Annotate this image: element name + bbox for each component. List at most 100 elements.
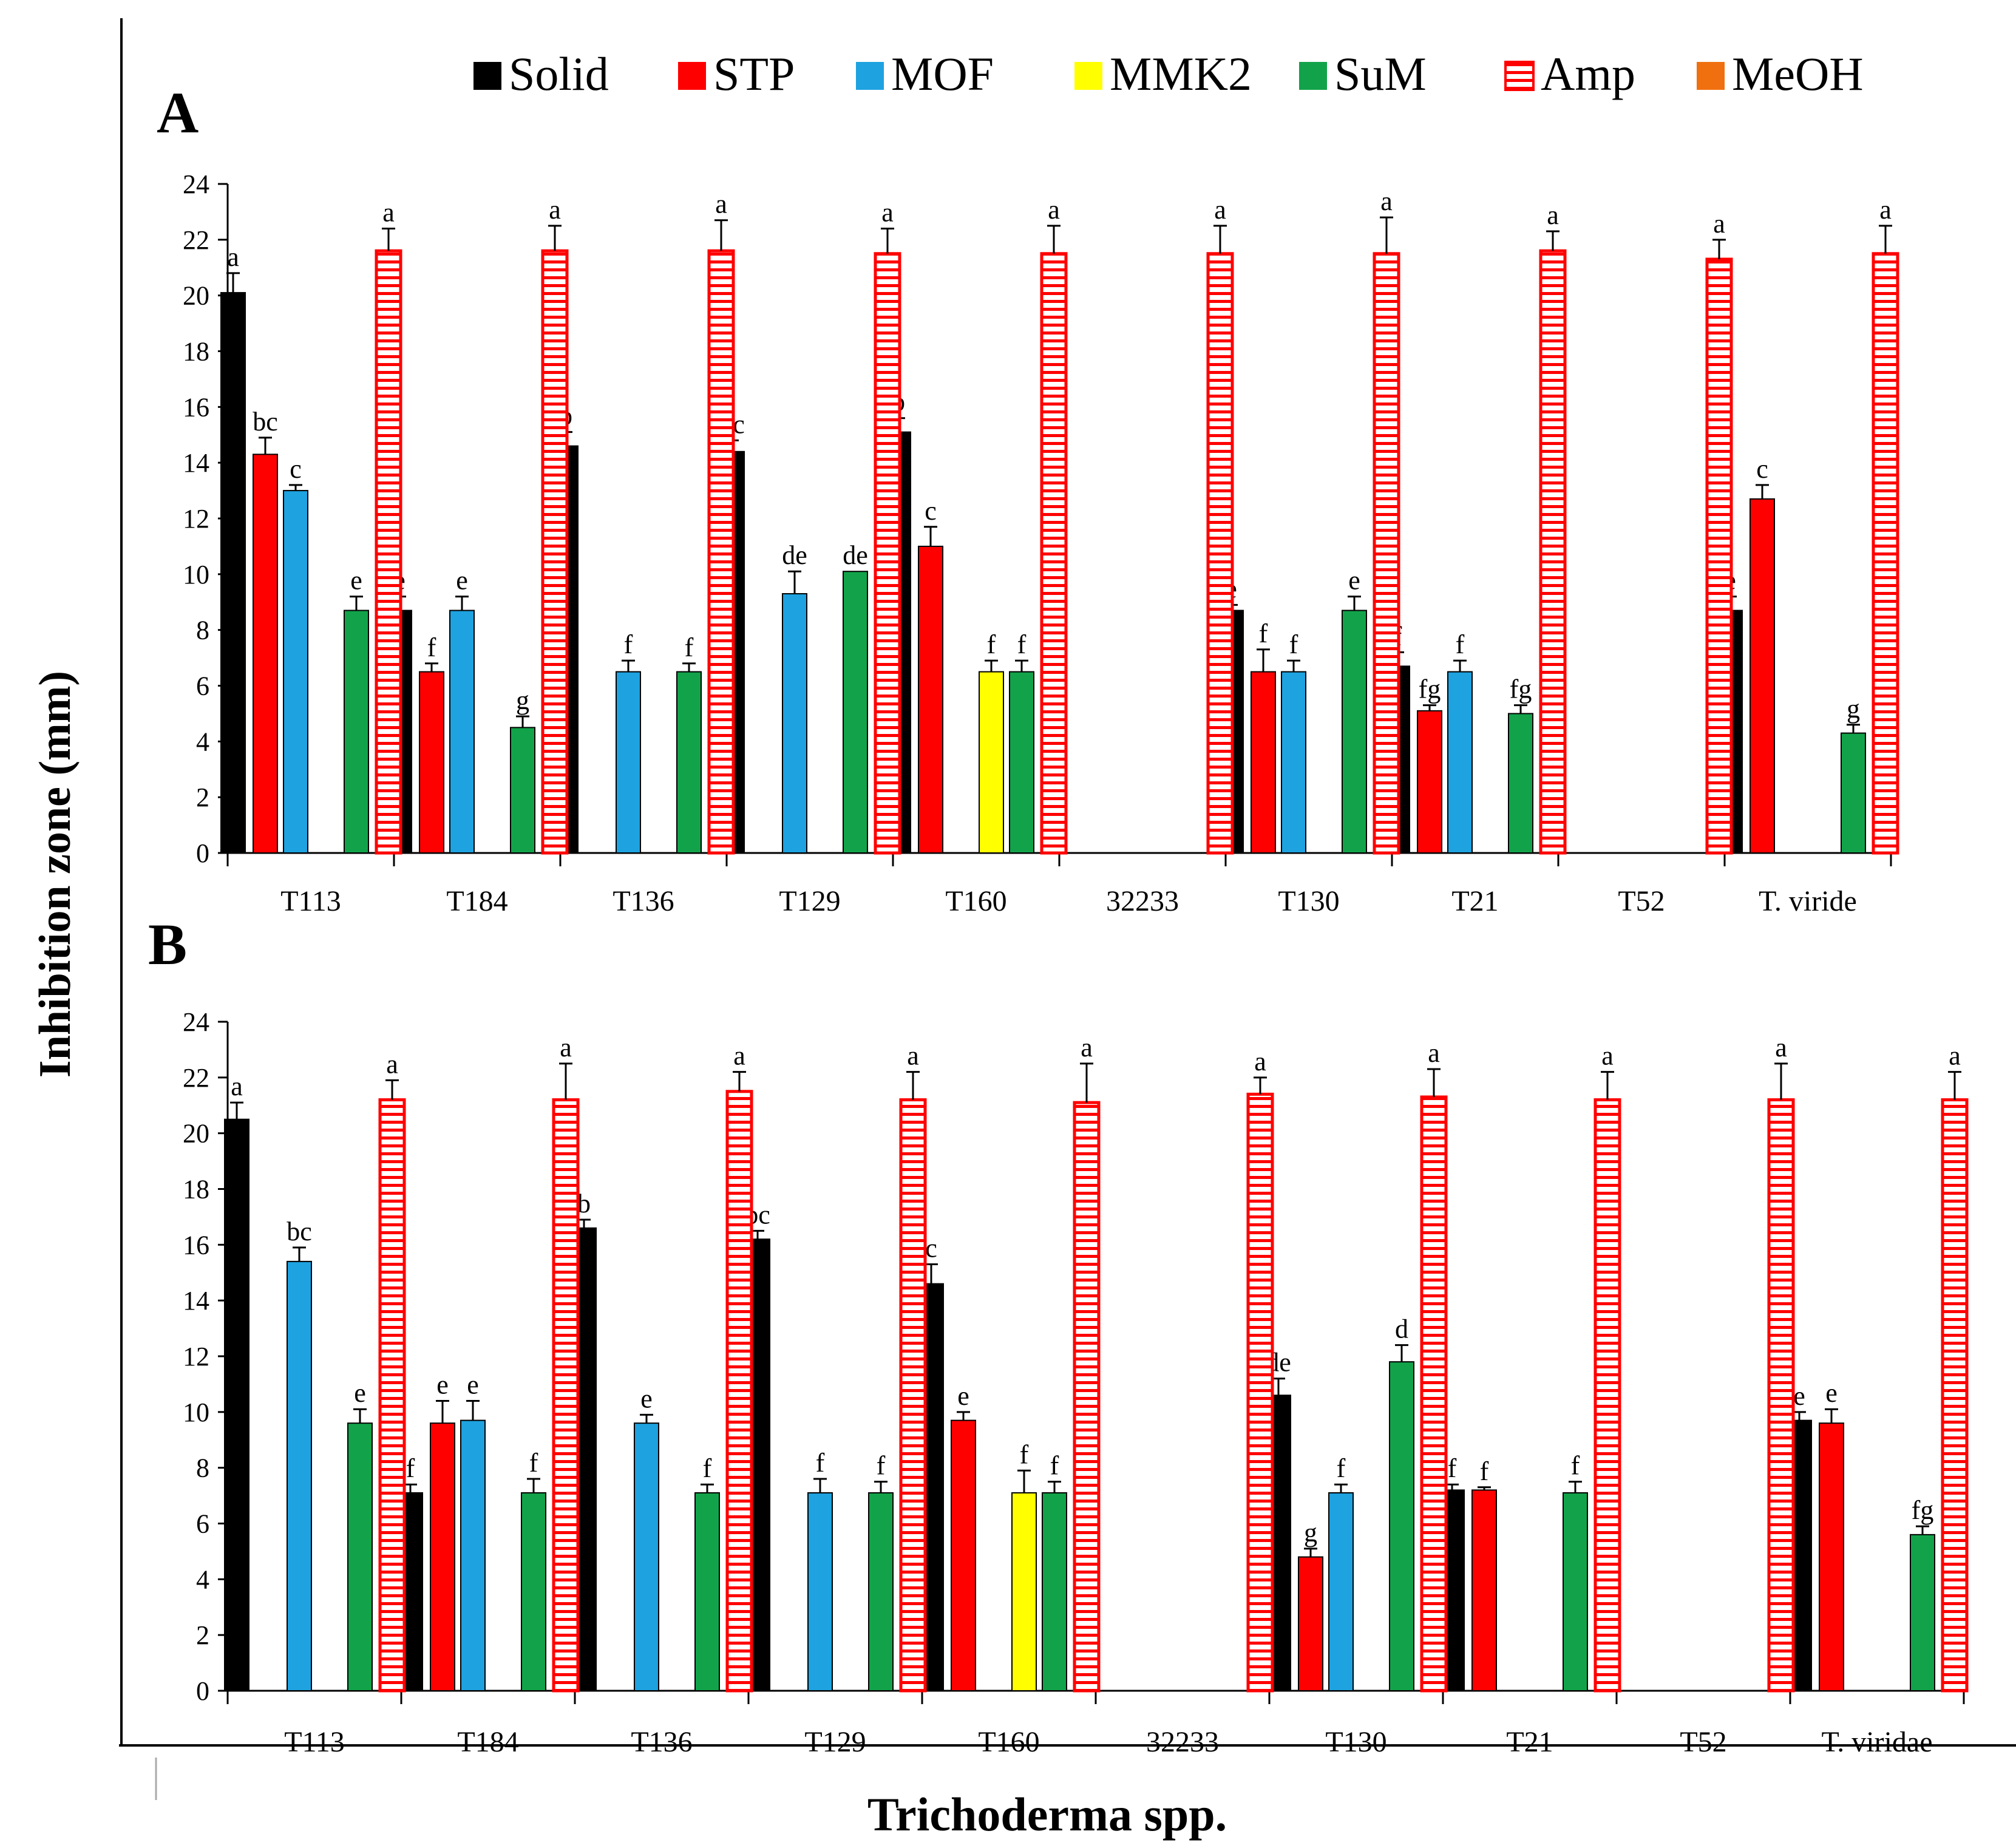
- legend-label-solid: Solid: [509, 47, 609, 100]
- significance-letter: a: [1949, 1041, 1961, 1071]
- significance-letter: a: [1048, 195, 1060, 225]
- legend-label-mof: MOF: [891, 47, 994, 100]
- bar-sum: [1508, 713, 1533, 854]
- significance-letter: c: [290, 454, 302, 484]
- bar-amp: [1593, 1098, 1621, 1693]
- category-label: T52: [1618, 885, 1665, 917]
- bar-sum: [1841, 732, 1866, 854]
- bar-amp: [1206, 252, 1234, 855]
- category-label: T160: [978, 1726, 1039, 1758]
- significance-letter: f: [406, 1453, 415, 1483]
- significance-letter: e: [350, 566, 362, 596]
- significance-letter: a: [1428, 1038, 1440, 1068]
- significance-letter: a: [1713, 209, 1725, 239]
- significance-letter: a: [1081, 1033, 1093, 1062]
- bar-amp: [1373, 252, 1400, 855]
- category-label: T113: [280, 885, 341, 917]
- legend-swatch-sum: [1299, 62, 1327, 90]
- y-tick-label: 2: [196, 1620, 209, 1650]
- bar-sum: [843, 571, 868, 854]
- bar-sum: [344, 610, 369, 854]
- significance-letter: e: [1825, 1378, 1838, 1408]
- legend-label-meoh: MeOH: [1732, 47, 1864, 100]
- legend-label-mmk2: MMK2: [1110, 47, 1252, 100]
- legend: Solid STP MOF MMK2 SuM Amp MeOH: [473, 47, 1864, 100]
- bar-amp: [375, 249, 402, 855]
- bar-amp: [899, 1098, 927, 1693]
- category-label: T136: [631, 1726, 692, 1758]
- y-tick-label: 16: [183, 392, 209, 422]
- bar-amp: [1040, 252, 1068, 855]
- significance-letter: f: [877, 1451, 886, 1481]
- significance-letter: f: [1050, 1451, 1059, 1481]
- bar-stp: [1750, 498, 1775, 854]
- panel-label-b: B: [148, 912, 187, 977]
- bar-amp: [378, 1098, 406, 1693]
- significance-letter: f: [1020, 1439, 1029, 1469]
- category-label: T21: [1451, 885, 1498, 917]
- y-tick-label: 10: [183, 560, 209, 589]
- bar-solid: [220, 292, 246, 854]
- significance-letter: bc: [287, 1217, 312, 1246]
- significance-letter: a: [1214, 195, 1226, 225]
- significance-letter: f: [1289, 630, 1298, 659]
- significance-letter: e: [1348, 566, 1360, 596]
- significance-letter: f: [987, 630, 996, 659]
- significance-letter: a: [1879, 195, 1892, 225]
- significance-letter: g: [1304, 1518, 1317, 1547]
- significance-letter: a: [881, 197, 894, 227]
- significance-letter: de: [843, 540, 868, 570]
- significance-letter: de: [782, 540, 807, 570]
- bar-stp: [1417, 710, 1442, 854]
- significance-letter: fg: [1419, 674, 1441, 704]
- significance-letter: fg: [1510, 674, 1532, 704]
- bar-stp: [419, 671, 444, 854]
- legend-label-amp: Amp: [1541, 47, 1635, 100]
- significance-letter: e: [957, 1381, 969, 1411]
- bar-stp: [1251, 671, 1276, 854]
- significance-letter: f: [1571, 1451, 1580, 1481]
- bar-mof: [616, 671, 641, 854]
- bar-stp: [918, 545, 943, 854]
- legend-swatch-mof: [856, 62, 884, 90]
- category-label: 32233: [1146, 1726, 1219, 1758]
- significance-letter: b: [577, 1189, 591, 1218]
- bar-stp: [1471, 1489, 1497, 1691]
- significance-letter: a: [549, 195, 561, 225]
- y-tick-label: 22: [183, 1063, 209, 1093]
- bar-amp: [1073, 1101, 1101, 1693]
- significance-letter: f: [1456, 630, 1465, 659]
- significance-letter: c: [925, 496, 937, 526]
- y-tick-label: 0: [196, 1676, 209, 1706]
- bar-mof: [1281, 671, 1306, 854]
- significance-letter: a: [382, 197, 395, 227]
- category-label: T184: [457, 1726, 518, 1758]
- bar-amp: [874, 252, 901, 855]
- y-tick-label: 6: [196, 1509, 209, 1539]
- significance-letter: a: [1380, 186, 1393, 216]
- legend-swatch-mmk2: [1074, 62, 1102, 90]
- category-label: T129: [779, 885, 840, 917]
- significance-letter: a: [227, 242, 239, 272]
- significance-letter: bc: [253, 407, 278, 437]
- bar-mof: [287, 1260, 312, 1691]
- significance-letter: f: [703, 1453, 712, 1483]
- bar-amp: [1767, 1098, 1795, 1693]
- bar-sum: [1042, 1492, 1067, 1692]
- y-tick-label: 0: [196, 838, 209, 868]
- significance-letter: a: [907, 1041, 919, 1071]
- significance-letter: f: [1337, 1453, 1346, 1483]
- significance-letter: e: [456, 566, 468, 596]
- y-axis-title: Inhibition zone (mm): [30, 671, 80, 1078]
- y-tick-label: 4: [196, 727, 209, 756]
- significance-letter: e: [436, 1370, 449, 1399]
- significance-letter: g: [1847, 694, 1860, 724]
- significance-letter: e: [467, 1370, 479, 1399]
- legend-label-stp: STP: [713, 47, 795, 100]
- bar-sum: [521, 1492, 546, 1692]
- bar-stp: [1298, 1556, 1323, 1692]
- significance-letter: a: [1775, 1033, 1787, 1062]
